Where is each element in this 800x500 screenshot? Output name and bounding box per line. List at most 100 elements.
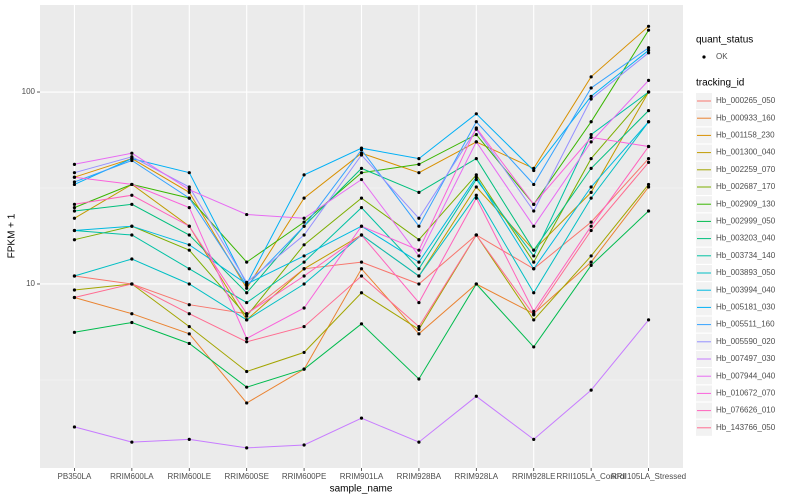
point: [646, 160, 651, 164]
point: [589, 228, 593, 233]
point: [359, 291, 364, 295]
y-tick-label: 100: [22, 87, 36, 96]
point: [245, 369, 249, 374]
point: [302, 220, 306, 224]
point: [302, 274, 306, 278]
point: [130, 193, 134, 197]
point: [187, 437, 191, 442]
point: [589, 196, 593, 200]
point: [532, 309, 536, 313]
point: [417, 248, 421, 252]
point: [130, 155, 134, 159]
point: [359, 233, 364, 237]
point: [417, 216, 421, 220]
point: [474, 112, 478, 116]
point: [646, 182, 651, 187]
x-axis-title: sample_name: [330, 484, 393, 495]
point: [130, 282, 134, 286]
point: [589, 135, 593, 140]
point: [417, 224, 421, 228]
point: [130, 257, 134, 261]
point: [187, 233, 191, 237]
point: [245, 340, 249, 344]
point: [532, 209, 536, 213]
point: [187, 205, 191, 210]
x-tick-label: RRIM928LA: [455, 472, 499, 481]
point: [417, 274, 421, 278]
y-axis-title: FPKM + 1: [7, 213, 18, 258]
legend-label: Hb_001158_230: [716, 131, 775, 140]
point: [646, 209, 651, 213]
point: [130, 151, 134, 155]
point: [359, 274, 364, 278]
point: [417, 327, 421, 331]
point: [589, 224, 593, 228]
point: [417, 377, 421, 381]
point: [417, 162, 421, 166]
point: [589, 133, 593, 137]
legend: quant_status OK tracking_id Hb_000265_050 Hb…: [696, 35, 776, 436]
legend-label: OK: [716, 52, 728, 61]
point: [245, 280, 249, 284]
point: [417, 190, 421, 194]
x-tick-label: RRIM600LE: [167, 472, 211, 481]
point: [474, 185, 478, 189]
point: [72, 209, 77, 213]
point: [130, 320, 134, 325]
point: [474, 233, 478, 237]
point: [417, 267, 421, 271]
point: [72, 216, 77, 220]
point: [245, 212, 249, 217]
point: [646, 318, 651, 322]
point: [72, 274, 77, 278]
point: [532, 291, 536, 295]
legend-label: Hb_002687_170: [716, 182, 776, 191]
point: [72, 425, 77, 429]
point: [187, 196, 191, 200]
point: [130, 224, 134, 228]
point: [646, 46, 651, 50]
point: [474, 126, 478, 130]
point: [646, 156, 651, 161]
point: [245, 401, 249, 405]
point: [187, 224, 191, 228]
point: [302, 260, 306, 264]
point: [417, 440, 421, 444]
point: [72, 162, 77, 166]
point: [474, 156, 478, 161]
y-tick-label: 10: [26, 279, 35, 288]
point: [589, 260, 593, 264]
point: [589, 120, 593, 124]
point: [589, 263, 593, 267]
point: [72, 171, 77, 175]
x-tick-label: RRIM901LA: [340, 472, 384, 481]
point: [302, 196, 306, 200]
point: [359, 166, 364, 171]
point: [72, 180, 77, 184]
point: [359, 205, 364, 210]
legend-label: Hb_003203_040: [716, 234, 776, 243]
point: [589, 140, 593, 144]
point: [417, 171, 421, 175]
point: [302, 224, 306, 228]
point: [245, 260, 249, 264]
x-tick-label: RRIM600LA: [110, 472, 154, 481]
point: [646, 144, 651, 149]
point: [474, 282, 478, 286]
point: [302, 350, 306, 355]
legend-label: Hb_003994_040: [716, 285, 776, 294]
point: [589, 220, 593, 224]
point: [589, 75, 593, 79]
legend-label: Hb_010672_070: [716, 389, 776, 398]
legend-label: Hb_005181_030: [716, 303, 776, 312]
point: [646, 90, 651, 94]
point: [417, 324, 421, 329]
lines: [72, 24, 651, 450]
point: [474, 140, 478, 144]
point: [245, 314, 249, 318]
point: [589, 388, 593, 392]
point: [245, 291, 249, 295]
point: [646, 78, 651, 82]
point: [646, 24, 651, 28]
